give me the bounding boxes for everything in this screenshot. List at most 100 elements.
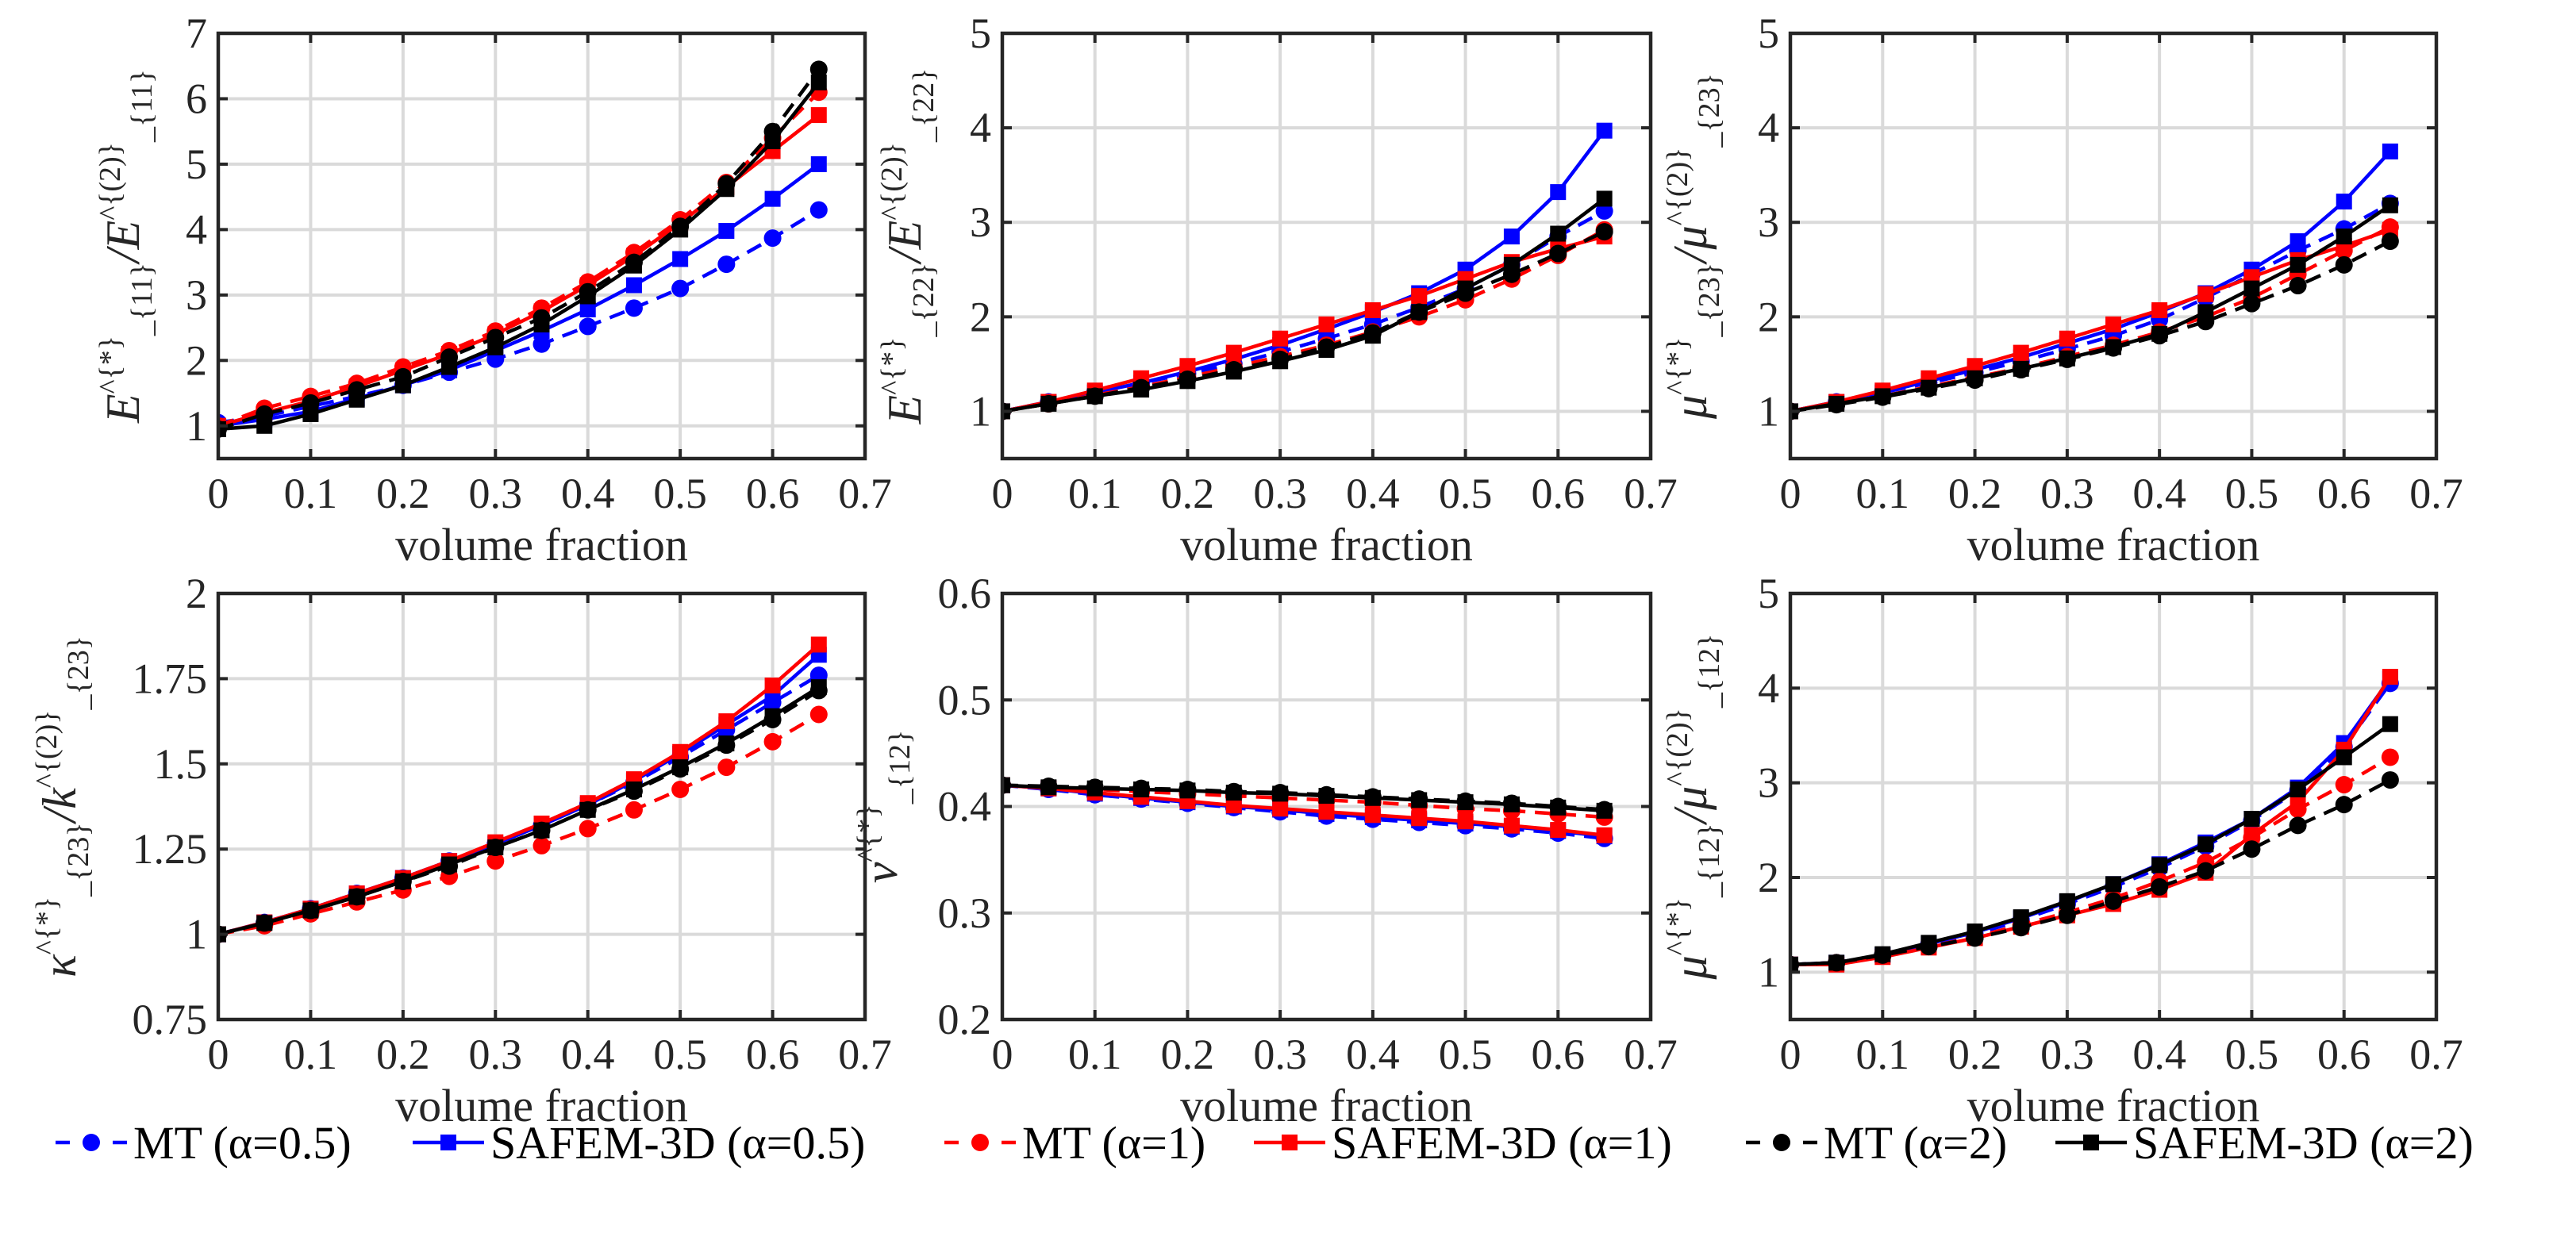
- y-tick-label: 0.4: [938, 783, 992, 831]
- data-point: [2335, 796, 2353, 814]
- data-point: [1550, 799, 1567, 816]
- data-point: [2336, 194, 2352, 210]
- data-point: [1967, 924, 1983, 940]
- data-point: [1457, 280, 1474, 297]
- data-point: [1179, 373, 1196, 390]
- y-tick-label: 1: [186, 402, 207, 450]
- x-tick-label: 0.3: [469, 1031, 523, 1078]
- data-point: [1596, 190, 1613, 207]
- x-tick-label: 0: [1780, 470, 1801, 517]
- data-point: [809, 201, 828, 219]
- x-tick-label: 0.1: [284, 470, 338, 517]
- data-point: [533, 335, 551, 353]
- data-point: [625, 277, 642, 294]
- data-point: [302, 405, 319, 422]
- y-tick-label: 1: [1758, 387, 1779, 435]
- data-point: [2105, 316, 2121, 332]
- data-point: [579, 288, 596, 305]
- data-point: [486, 852, 505, 870]
- data-point: [579, 301, 596, 317]
- legend-item-6: SAFEM-3D (α=2): [2055, 1117, 2474, 1169]
- axes-box: [216, 591, 867, 1022]
- data-point: [1086, 388, 1103, 405]
- data-point: [672, 743, 689, 760]
- data-point: [2013, 909, 2029, 926]
- data-point: [1272, 330, 1289, 347]
- x-tick-label: 0.3: [1253, 470, 1307, 517]
- x-tick-label: 0.5: [653, 470, 707, 517]
- data-point: [2381, 232, 2399, 251]
- data-point: [1411, 288, 1428, 305]
- data-point: [1411, 304, 1428, 321]
- data-point: [394, 377, 411, 394]
- x-tick-label: 0.4: [561, 1031, 615, 1078]
- y-tick-label: 2: [970, 293, 991, 340]
- data-point: [348, 391, 365, 408]
- y-axis-label: μ^{*}_{12}/μ^{(2)}_{12}: [1661, 634, 1726, 981]
- data-point: [672, 251, 689, 267]
- data-point: [394, 874, 411, 890]
- data-point: [2382, 197, 2398, 213]
- data-point: [1920, 379, 1937, 396]
- data-point: [302, 902, 319, 919]
- data-point: [2289, 277, 2307, 295]
- data-point: [764, 133, 781, 150]
- data-point: [1549, 244, 1567, 263]
- data-point: [718, 223, 735, 240]
- data-point: [1967, 370, 1983, 386]
- x-axis-label: volume fraction: [395, 1080, 688, 1131]
- data-point: [2243, 840, 2261, 858]
- y-tick-label: 2: [1758, 293, 1779, 340]
- y-tick-label: 0.75: [133, 996, 208, 1043]
- legend-item-1: MT (α=0.5): [56, 1117, 352, 1169]
- data-point: [1040, 779, 1057, 796]
- x-tick-label: 0.2: [1948, 1031, 2002, 1078]
- data-point: [1133, 382, 1150, 398]
- legend: MT (α=0.5) SAFEM-3D (α=0.5) MT (α=1) SAFEM-…: [56, 1117, 2474, 1169]
- y-axis-label: E^{*}_{11}/E^{(2)}_{11}: [94, 69, 159, 424]
- y-tick-label: 0.5: [938, 676, 992, 724]
- legend-label: MT (α=1): [1022, 1117, 1205, 1169]
- data-point: [1364, 328, 1381, 344]
- data-point: [1364, 789, 1381, 806]
- data-point: [671, 279, 690, 298]
- y-axis-label: ν^{*}_{12}: [852, 730, 917, 883]
- y-tick-label: 2: [1758, 854, 1779, 901]
- data-point: [2058, 906, 2076, 924]
- x-axis-label: volume fraction: [1967, 1080, 2260, 1131]
- data-point: [1828, 395, 1845, 412]
- data-point: [2289, 816, 2307, 835]
- data-point: [1272, 785, 1289, 802]
- x-tick-label: 0.3: [1253, 1031, 1307, 1078]
- data-point: [441, 359, 458, 375]
- data-point: [2013, 344, 2029, 361]
- x-tick-label: 0.7: [2409, 1031, 2463, 1078]
- x-tick-label: 0.6: [1532, 1031, 1586, 1078]
- data-point: [625, 781, 642, 798]
- x-tick-label: 0.7: [838, 1031, 892, 1078]
- x-tick-label: 0.5: [2225, 470, 2279, 517]
- data-point: [625, 801, 643, 819]
- x-tick-label: 0: [208, 1031, 229, 1078]
- data-point: [809, 705, 828, 724]
- data-point: [764, 190, 781, 207]
- x-axis-label: volume fraction: [1180, 1080, 1473, 1131]
- data-point: [1179, 358, 1196, 374]
- legend-label: SAFEM-3D (α=1): [1332, 1117, 1672, 1169]
- x-axis-label: volume fraction: [395, 519, 688, 570]
- data-point: [2243, 811, 2260, 828]
- data-point: [1503, 796, 1520, 812]
- x-tick-label: 0: [992, 470, 1013, 517]
- y-tick-label: 4: [186, 205, 207, 253]
- data-point: [487, 839, 504, 856]
- data-point: [763, 229, 782, 248]
- x-tick-label: 0.3: [2040, 1031, 2094, 1078]
- data-point: [1503, 817, 1520, 834]
- data-point: [763, 732, 782, 751]
- data-point: [1179, 782, 1196, 799]
- y-tick-label: 5: [1758, 570, 1779, 617]
- x-tick-label: 0.7: [838, 470, 892, 517]
- y-axis-label: μ^{*}_{23}/μ^{(2)}_{23}: [1661, 73, 1726, 420]
- data-point: [1272, 801, 1289, 817]
- data-point: [810, 636, 827, 653]
